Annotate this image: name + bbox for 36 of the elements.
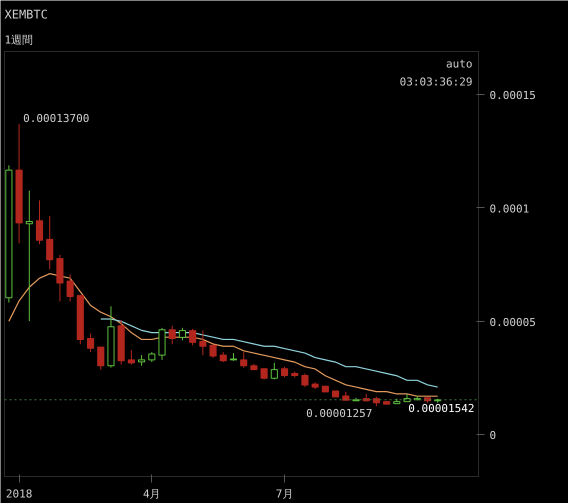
candlestick xyxy=(199,330,206,356)
x-tick-label: 4月 xyxy=(142,488,161,500)
candlestick xyxy=(128,350,135,366)
candlestick xyxy=(260,368,268,380)
candlestick xyxy=(97,346,104,370)
annotation: auto xyxy=(446,58,473,70)
annotation: 0.00001257 xyxy=(306,407,372,420)
y-tick-label: 0.00015 xyxy=(490,88,536,102)
chart-title: XEMBTC xyxy=(4,8,48,22)
y-tick-label: 0.00005 xyxy=(490,316,536,329)
candlestick xyxy=(26,190,33,322)
candlestick xyxy=(220,352,227,362)
candlestick xyxy=(189,328,196,346)
annotation: 0.00013700 xyxy=(23,112,90,125)
candlestick xyxy=(36,200,44,245)
candlestick xyxy=(301,372,309,388)
line-series xyxy=(8,273,438,397)
candlestick xyxy=(280,366,288,378)
candlestick xyxy=(209,344,217,358)
line-series xyxy=(100,318,438,388)
x-tick-label: 2018 xyxy=(6,488,32,500)
annotation: 03:03:36:29 xyxy=(400,76,473,88)
x-tick-label: 7月 xyxy=(276,488,294,500)
candlestick xyxy=(46,216,54,270)
ref-line-label: 0.00001542 xyxy=(408,402,475,415)
candlestick xyxy=(66,274,74,302)
candlestick xyxy=(270,362,278,380)
candlestick xyxy=(240,352,248,368)
candlestick xyxy=(168,325,176,345)
chart-subtitle: 1週間 xyxy=(4,34,34,46)
y-tick-label: 0.0001 xyxy=(490,202,530,216)
candlestick xyxy=(148,352,156,362)
candlestick xyxy=(138,354,146,366)
candlestick xyxy=(86,333,94,353)
candlestick xyxy=(178,327,186,341)
y-tick-label: 0 xyxy=(490,429,496,442)
